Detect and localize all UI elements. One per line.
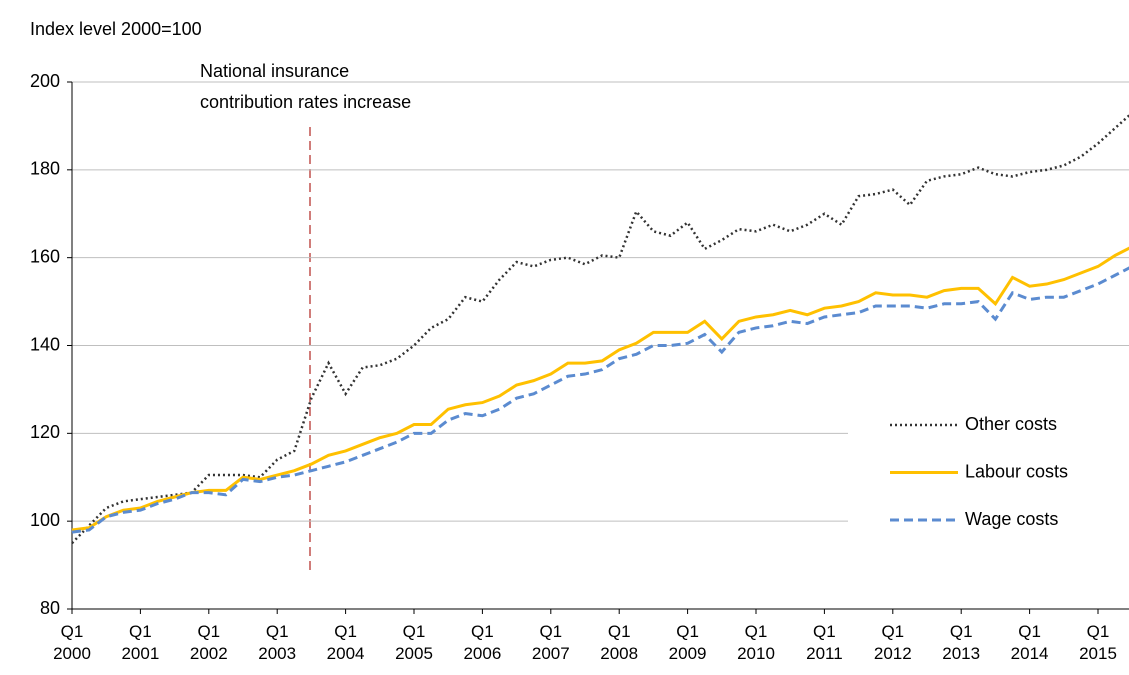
y-axis-label: Index level 2000=100 bbox=[30, 19, 202, 39]
y-tick-label: 160 bbox=[30, 246, 60, 266]
x-tick-label: Q1 2006 bbox=[463, 622, 502, 663]
y-tick-label: 140 bbox=[30, 334, 60, 354]
x-tick-label: Q1 2009 bbox=[668, 622, 707, 663]
x-tick-label: Q1 2005 bbox=[395, 622, 433, 663]
x-tick-label: Q1 2014 bbox=[1010, 622, 1049, 663]
x-tick-label: Q1 2002 bbox=[189, 622, 228, 663]
x-tick-label: Q1 2013 bbox=[942, 622, 981, 663]
x-tick-label: Q1 2008 bbox=[600, 622, 639, 663]
x-tick-label: Q1 2012 bbox=[873, 622, 912, 663]
x-tick-label: Q1 2004 bbox=[326, 622, 365, 663]
y-tick-label: 180 bbox=[30, 159, 60, 179]
x-tick-label: Q1 2007 bbox=[531, 622, 570, 663]
line bbox=[71, 113, 1129, 544]
y-tick-label: 120 bbox=[30, 422, 60, 442]
x-tick-label: Q1 2000 bbox=[53, 622, 91, 663]
x-tick-label: Q1 2001 bbox=[121, 622, 160, 663]
annotation: National insurance bbox=[200, 61, 349, 81]
y-tick-label: 100 bbox=[30, 510, 60, 530]
line bbox=[71, 266, 1129, 534]
annotation: contribution rates increase bbox=[200, 92, 411, 112]
x-tick-label: Q1 2010 bbox=[737, 622, 775, 663]
x-tick-label: Q1 2015 bbox=[1079, 622, 1117, 663]
y-tick-label: 80 bbox=[40, 598, 60, 618]
line bbox=[71, 246, 1129, 532]
y-tick-label: 200 bbox=[30, 71, 60, 91]
legend-label: Wage costs bbox=[965, 509, 1058, 529]
legend-label: Other costs bbox=[965, 414, 1057, 434]
x-tick-label: Q1 2003 bbox=[258, 622, 297, 663]
legend-label: Labour costs bbox=[965, 461, 1068, 481]
x-tick-label: Q1 2011 bbox=[806, 622, 843, 663]
